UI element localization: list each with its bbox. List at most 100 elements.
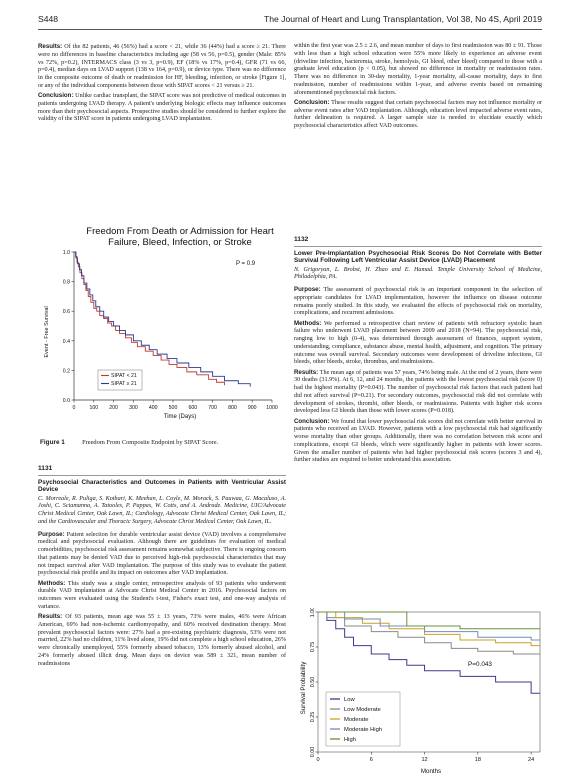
conclusion-paragraph: Conclusion: Unlike cardiac transplant, t… [38, 92, 286, 124]
conclusion-label: Conclusion: [38, 92, 74, 99]
results-paragraph: Results: The mean age of patients was 57… [294, 369, 542, 417]
figure1-x-tick-label: 700 [208, 405, 217, 411]
figure2-x-tick-label: 18 [475, 757, 481, 763]
figure1-title-line1: Freedom From Death or Admission for Hear… [86, 226, 274, 237]
figure1-x-tick-label: 900 [248, 405, 257, 411]
page-number: S448 [38, 14, 59, 24]
results-label: Results: [38, 613, 63, 621]
figure1-title-line2: Failure, Bleed, Infection, or Stroke [108, 237, 252, 248]
methods-text: This study was a single center, retrospe… [38, 580, 286, 610]
abstract-authors: N. Grigoryan, L. Brobst, H. Zhao and E. … [294, 266, 434, 273]
journal-header: The Journal of Heart and Lung Transplant… [263, 14, 542, 24]
purpose-label: Purpose: [294, 286, 321, 294]
abstract-title: Psychosocial Characteristics and Outcome… [38, 478, 286, 494]
figure2-x-tick-label: 24 [528, 757, 534, 763]
figure2-series-line [318, 611, 540, 694]
abstract-number-rule [38, 474, 286, 476]
figure1-x-tick-label: 800 [228, 405, 237, 411]
figure2-xlabel: Months [421, 768, 441, 775]
figure2-legend-label: Low [344, 697, 355, 703]
figure1-caption-label: Figure 1 [40, 439, 65, 446]
abstract-1131: 1131 Psychosocial Characteristics and Ou… [38, 465, 286, 670]
conclusion-text: We found that lower psychosocial risk sc… [294, 418, 542, 464]
figure1-xlabel: Time (Days) [164, 414, 196, 420]
purpose-paragraph: Purpose: The assessment of psychosocial … [294, 286, 542, 318]
figure1-ylabel: Event - Free Survival [44, 306, 50, 357]
abstract-affiliation: Temple University School of Medicine, Ph… [294, 266, 542, 281]
figure1-x-tick-label: 400 [149, 405, 158, 411]
figure1-series-line [74, 251, 225, 386]
figure1-x-tick-label: 200 [109, 405, 118, 411]
figure2-legend-label: Low Moderate [344, 707, 381, 713]
figure2-plot-area: 0.00 0.25 0.50 0.75 1.00 0 6 12 18 24 Low Low Moder… [310, 608, 541, 763]
conclusion-label: Conclusion: [294, 417, 330, 425]
results-paragraph: Results: Of the 82 patients, 46 (56%) ha… [38, 43, 286, 91]
figure2-legend-label: Moderate High [344, 727, 382, 733]
figure1-y-tick-label: 0.2 [63, 368, 70, 374]
figure1-x-tick-label: 1000 [266, 405, 278, 411]
figure1-caption-text: Freedom From Composite Endpoint by SIPAT… [82, 439, 219, 446]
abstract-authors: C. Morreale, R. Puliga, S. Kothari, K. M… [38, 495, 286, 510]
figure2-p-label: P=0.043 [468, 661, 492, 668]
methods-paragraph: Methods: We performed a retrospective ch… [294, 320, 542, 368]
figure1-plot-area: 0.0 0.2 0.4 0.6 0.8 1.0 0 100 200 300 400 500 600 700… [63, 250, 278, 411]
figure1-x-tick-label: 600 [188, 405, 197, 411]
methods-paragraph: Methods: This study was a single center,… [38, 580, 286, 612]
figure1-series-line [74, 251, 251, 387]
abstract-affiliation: Medicine, UIC/Advocate Christ Medical Ce… [38, 503, 286, 525]
results-label: Results: [38, 43, 63, 50]
figure1-p-label: P = 0.9 [236, 261, 256, 267]
right-column-top: within the first year was 2.5 ± 2.6, and… [294, 43, 542, 132]
results-paragraph: Results: Of 93 patients, mean age was 55… [38, 613, 286, 668]
figure1-legend-label: SIPAT < 21 [111, 373, 137, 379]
figure2-series-line [318, 611, 540, 655]
figure2-y-tick-label: 1.00 [310, 608, 316, 617]
figure2-y-tick-label: 0.00 [310, 747, 316, 758]
figure1-km-chart: Freedom From Death or Admission for Hear… [44, 226, 278, 420]
results-text: Of the 82 patients, 46 (56%) had a score… [38, 44, 286, 89]
figure2-y-tick-label: 0.25 [310, 712, 316, 723]
purpose-label: Purpose: [38, 530, 65, 538]
header-rule [38, 29, 542, 30]
methods-label: Methods: [38, 579, 66, 587]
figure2-x-tick-label: 6 [370, 757, 373, 763]
abstract-number-rule [294, 245, 542, 247]
abstract-number: 1132 [294, 236, 309, 243]
figure2-x-tick-label: 0 [316, 757, 319, 763]
figure1-y-tick-label: 0.4 [63, 339, 70, 345]
authors-block: N. Grigoryan, L. Brobst, H. Zhao and E. … [294, 267, 542, 283]
figure2-series-line [318, 611, 540, 630]
figure1-caption: Figure 1 Freedom From Composite Endpoint… [40, 439, 286, 446]
conclusion-text: These results suggest that certain psych… [294, 99, 542, 129]
conclusion-label: Conclusion: [294, 98, 330, 106]
figure2-series-line [318, 611, 540, 641]
figure2-x-tick-label: 12 [421, 757, 427, 763]
continued-results-paragraph: within the first year was 2.5 ± 2.6, and… [294, 43, 542, 97]
results-text: The mean age of patients was 57 years, 7… [294, 369, 542, 415]
abstract-title: Lower Pre-Implantation Psychosocial Risk… [294, 249, 542, 265]
purpose-text: The assessment of psychosocial risk is a… [294, 287, 542, 317]
purpose-text: Patient selection for durable ventricula… [38, 531, 286, 577]
figure1-y-tick-label: 1.0 [63, 250, 70, 256]
figure2-legend-label: Moderate [344, 717, 369, 723]
conclusion-paragraph: Conclusion: These results suggest that c… [294, 99, 542, 131]
conclusion-text: Unlike cardiac transplant, the SIPAT sco… [38, 93, 287, 123]
figure1-x-tick-label: 300 [129, 405, 138, 411]
conclusion-paragraph: Conclusion: We found that lower psychoso… [294, 418, 542, 466]
figure1-legend-label: SIPAT ≥ 21 [111, 381, 137, 387]
continued-results-text: within the first year was 2.5 ± 2.6, and… [294, 43, 542, 96]
methods-text: We performed a retrospective chart revie… [294, 320, 542, 366]
figure2-y-tick-label: 0.75 [310, 642, 316, 653]
left-column: Results: Of the 82 patients, 46 (56%) ha… [38, 43, 286, 126]
figure1-y-tick-label: 0.6 [63, 309, 70, 315]
figure1-x-tick-label: 0 [73, 405, 76, 411]
results-label: Results: [294, 368, 319, 376]
abstract-1132: 1132 Lower Pre-Implantation Psychosocial… [294, 236, 542, 467]
figure2-legend-label: High [344, 737, 356, 743]
figure2-km-chart: Survival Probability Months P=0.043 0.00… [300, 608, 541, 775]
purpose-paragraph: Purpose: Patient selection for durable v… [38, 531, 286, 579]
abstract-number: 1131 [38, 465, 53, 472]
methods-label: Methods: [294, 319, 322, 327]
figure1-x-tick-label: 500 [169, 405, 178, 411]
results-text: Of 93 patients, mean age was 55 ± 13 yea… [38, 614, 286, 667]
